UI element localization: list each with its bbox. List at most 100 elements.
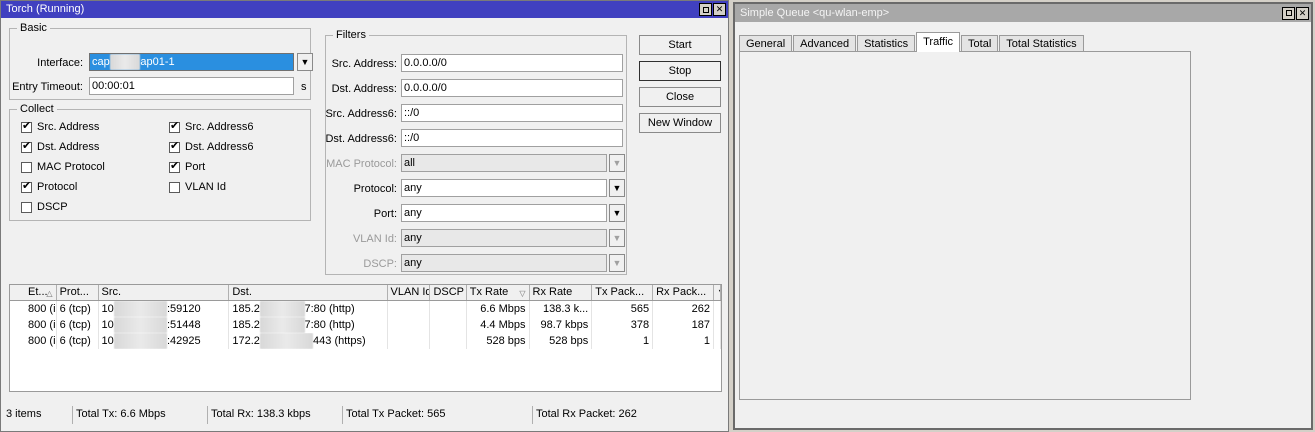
collect-port-checkbox[interactable] bbox=[169, 160, 180, 173]
filter-protocol-dropdown-icon[interactable]: ▼ bbox=[609, 179, 625, 197]
filters-group-label: Filters bbox=[333, 29, 369, 41]
cell-spacer bbox=[714, 333, 721, 349]
entry-timeout-input[interactable]: 00:00:01 bbox=[89, 77, 294, 95]
collect-src-address6-checkbox[interactable] bbox=[169, 120, 180, 133]
collect-mac-protocol-label: MAC Protocol bbox=[37, 161, 105, 173]
filters-group: Filters bbox=[325, 29, 627, 275]
column-header-vlan-id[interactable]: VLAN Id bbox=[387, 285, 431, 300]
src-address-redacted: .xxx.xxx.xx bbox=[113, 301, 167, 317]
column-header-ether[interactable]: Et... △ bbox=[10, 285, 57, 300]
column-header-tx-rate[interactable]: Tx Rate ▽ bbox=[466, 285, 530, 300]
collect-vlan-id-label: VLAN Id bbox=[185, 181, 226, 193]
cell-tx-rate: 528 bps bbox=[467, 333, 530, 349]
collect-group: Collect bbox=[9, 103, 311, 221]
status-item-count: 3 items bbox=[3, 406, 73, 424]
new-window-button[interactable]: New Window bbox=[639, 113, 721, 133]
table-row[interactable]: 800 (ip) 6 (tcp) 10.xxx.xxx.xx:42925 172… bbox=[10, 333, 721, 349]
filter-dst-address6-input[interactable]: ::/0 bbox=[401, 129, 623, 147]
cell-rx-packets: 1 bbox=[653, 333, 714, 349]
column-header-rx-packets[interactable]: Rx Pack... bbox=[653, 285, 714, 300]
maximize-icon[interactable] bbox=[699, 3, 712, 16]
collect-dscp-checkbox[interactable] bbox=[21, 202, 32, 213]
cell-vlan-id bbox=[388, 333, 431, 349]
column-header-rx-rate[interactable]: Rx Rate bbox=[529, 285, 593, 300]
queue-tabbar: General Advanced Statistics Traffic Tota… bbox=[739, 32, 1085, 52]
column-header-menu[interactable]: ▼ bbox=[713, 285, 721, 300]
filter-src-address6-input[interactable]: ::/0 bbox=[401, 104, 623, 122]
filter-dst-address6-label: Dst. Address6: bbox=[325, 133, 397, 145]
queue-titlebar: Simple Queue <qu-wlan-emp> ✕ bbox=[735, 4, 1311, 22]
filter-port-input[interactable]: any bbox=[401, 204, 607, 222]
interface-value-tail: ap01-1 bbox=[140, 56, 175, 68]
close-button[interactable]: Close bbox=[639, 87, 721, 107]
filter-port-dropdown-icon[interactable]: ▼ bbox=[609, 204, 625, 222]
filter-vlan-id-input[interactable]: any bbox=[401, 229, 607, 247]
column-header-dscp[interactable]: DSCP bbox=[430, 285, 467, 300]
tab-advanced[interactable]: Advanced bbox=[793, 35, 857, 52]
tab-total-statistics[interactable]: Total Statistics bbox=[999, 35, 1084, 52]
filter-mac-protocol-dropdown-icon[interactable]: ▼ bbox=[609, 154, 625, 172]
column-header-tx-packets[interactable]: Tx Pack... bbox=[592, 285, 654, 300]
column-header-dst[interactable]: Dst. bbox=[229, 285, 388, 300]
connections-table[interactable]: Et... △ Prot... Src. Dst. VLAN Id DSCP Tx… bbox=[9, 284, 722, 392]
collect-mac-protocol-checkbox[interactable] bbox=[21, 162, 32, 173]
cell-src: 10.xxx.xxx.xx:59120 bbox=[99, 301, 230, 317]
tab-general[interactable]: General bbox=[739, 35, 793, 52]
collect-dst-address6-checkbox[interactable] bbox=[169, 140, 180, 153]
sort-ascending-icon: △ bbox=[46, 289, 53, 298]
cell-tx-rate: 4.4 Mbps bbox=[467, 317, 530, 333]
column-header-src[interactable]: Src. bbox=[98, 285, 230, 300]
table-menu-icon[interactable]: ▼ bbox=[717, 287, 720, 297]
collect-src-address-label: Src. Address bbox=[37, 121, 100, 133]
interface-label: Interface: bbox=[37, 57, 83, 69]
collect-protocol-checkbox[interactable] bbox=[21, 180, 32, 193]
tab-statistics[interactable]: Statistics bbox=[857, 35, 916, 52]
src-address-redacted: .xxx.xxx.xx bbox=[113, 333, 167, 349]
cell-src: 10.xxx.xxx.xx:51448 bbox=[99, 317, 230, 333]
table-row[interactable]: 800 (ip) 6 (tcp) 10.xxx.xxx.xx:51448 185… bbox=[10, 317, 721, 333]
cell-ether: 800 (ip) bbox=[10, 333, 57, 349]
collect-vlan-id-checkbox[interactable] bbox=[169, 182, 180, 193]
interface-dropdown-icon[interactable]: ▼ bbox=[297, 53, 313, 71]
cell-src: 10.xxx.xxx.xx:42925 bbox=[99, 333, 230, 349]
tab-total[interactable]: Total bbox=[961, 35, 999, 52]
cell-protocol: 6 (tcp) bbox=[57, 317, 99, 333]
cell-rx-rate: 98.7 kbps bbox=[530, 317, 593, 333]
close-icon[interactable]: ✕ bbox=[1296, 6, 1309, 20]
filter-protocol-input[interactable]: any bbox=[401, 179, 607, 197]
cell-rx-rate: 138.3 k... bbox=[530, 301, 593, 317]
filter-port-label: Port: bbox=[373, 208, 397, 220]
cell-tx-packets: 378 bbox=[592, 317, 654, 333]
collect-src-address-checkbox[interactable] bbox=[21, 120, 32, 133]
close-icon[interactable]: ✕ bbox=[713, 3, 726, 16]
filter-dst-address-input[interactable]: 0.0.0.0/0 bbox=[401, 79, 623, 97]
cell-rx-packets: 262 bbox=[653, 301, 714, 317]
interface-input[interactable]: cap_____ap01-1 bbox=[89, 53, 294, 71]
cell-tx-packets: 565 bbox=[592, 301, 654, 317]
filter-dscp-input[interactable]: any bbox=[401, 254, 607, 272]
filter-vlan-id-dropdown-icon[interactable]: ▼ bbox=[609, 229, 625, 247]
status-total-rx: Total Rx: 138.3 kbps bbox=[208, 406, 343, 424]
filter-src-address-input[interactable]: 0.0.0.0/0 bbox=[401, 54, 623, 72]
status-total-tx: Total Tx: 6.6 Mbps bbox=[73, 406, 208, 424]
dst-address-redacted: xx.xxx.xx bbox=[259, 301, 305, 317]
collect-protocol-label: Protocol bbox=[37, 181, 78, 193]
filter-vlan-id-label: VLAN Id: bbox=[352, 233, 397, 245]
entry-timeout-label: Entry Timeout: bbox=[12, 81, 83, 93]
collect-port-label: Port bbox=[185, 161, 206, 173]
basic-group-label: Basic bbox=[17, 22, 50, 34]
cell-spacer bbox=[714, 317, 721, 333]
filter-mac-protocol-input[interactable]: all bbox=[401, 154, 607, 172]
filter-dscp-dropdown-icon[interactable]: ▼ bbox=[609, 254, 625, 272]
table-row[interactable]: 800 (ip) 6 (tcp) 10.xxx.xxx.xx:59120 185… bbox=[10, 301, 721, 317]
start-button[interactable]: Start bbox=[639, 35, 721, 55]
stop-button[interactable]: Stop bbox=[639, 61, 721, 81]
tab-traffic[interactable]: Traffic bbox=[916, 32, 961, 52]
column-header-protocol[interactable]: Prot... bbox=[56, 285, 99, 300]
maximize-icon[interactable] bbox=[1282, 6, 1295, 20]
cell-vlan-id bbox=[388, 317, 431, 333]
cell-spacer bbox=[714, 301, 721, 317]
cell-protocol: 6 (tcp) bbox=[57, 301, 99, 317]
traffic-tab-panel bbox=[739, 51, 1191, 400]
collect-dst-address-checkbox[interactable] bbox=[21, 140, 32, 153]
